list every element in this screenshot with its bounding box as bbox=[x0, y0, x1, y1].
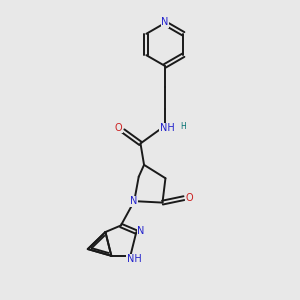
Text: O: O bbox=[185, 193, 193, 202]
Text: O: O bbox=[115, 123, 123, 133]
Text: N: N bbox=[137, 226, 145, 236]
Text: NH: NH bbox=[127, 254, 141, 264]
Text: N: N bbox=[130, 196, 137, 206]
Text: N: N bbox=[161, 17, 169, 28]
Text: H: H bbox=[180, 122, 186, 131]
Text: NH: NH bbox=[160, 123, 174, 133]
